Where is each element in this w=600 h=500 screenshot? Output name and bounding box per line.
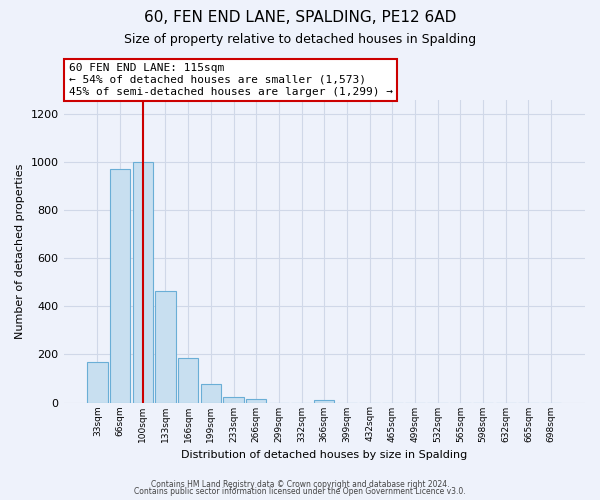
- Text: Contains HM Land Registry data © Crown copyright and database right 2024.: Contains HM Land Registry data © Crown c…: [151, 480, 449, 489]
- Bar: [155, 290, 176, 403]
- Bar: [200, 384, 221, 402]
- Y-axis label: Number of detached properties: Number of detached properties: [15, 164, 25, 338]
- Text: 60, FEN END LANE, SPALDING, PE12 6AD: 60, FEN END LANE, SPALDING, PE12 6AD: [144, 10, 456, 25]
- Bar: [178, 358, 199, 403]
- Bar: [110, 170, 130, 402]
- X-axis label: Distribution of detached houses by size in Spalding: Distribution of detached houses by size …: [181, 450, 467, 460]
- Text: Contains public sector information licensed under the Open Government Licence v3: Contains public sector information licen…: [134, 487, 466, 496]
- Bar: [246, 399, 266, 402]
- Text: 60 FEN END LANE: 115sqm
← 54% of detached houses are smaller (1,573)
45% of semi: 60 FEN END LANE: 115sqm ← 54% of detache…: [69, 64, 393, 96]
- Bar: [133, 162, 153, 402]
- Bar: [314, 400, 334, 402]
- Bar: [223, 396, 244, 402]
- Bar: [87, 362, 107, 403]
- Text: Size of property relative to detached houses in Spalding: Size of property relative to detached ho…: [124, 32, 476, 46]
